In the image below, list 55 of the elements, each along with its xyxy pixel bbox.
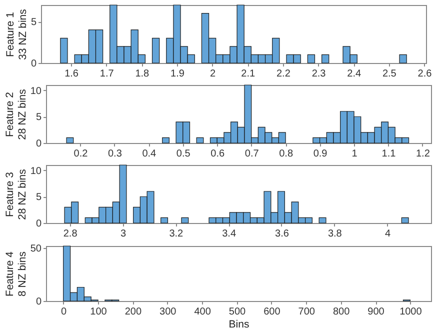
y-tick-label: 0 [36,218,42,230]
x-tick-label: 600 [264,306,281,318]
x-tick-label: 300 [160,306,177,318]
x-tick-label: 0.5 [176,148,191,160]
x-axis-title: Bins [228,318,250,330]
x-tick-label: 500 [228,306,246,318]
x-tick-label: 1.1 [382,148,396,160]
x-tick-label: 1000 [400,306,422,318]
x-tick-label: 3.8 [328,228,342,240]
y-tick-label: 5 [30,17,37,28]
y-tick-label: 10 [30,166,42,177]
y-tick-label: 10 [30,86,42,97]
x-tick-label: 3.6 [275,228,290,240]
y-tick-label: 50 [30,244,42,255]
y-tick-label: 0 [36,296,42,308]
y-axis-title: Feature 4 8 NZ bins [4,251,28,296]
y-axis-title: Feature 2 28 NZ bins [4,89,28,140]
x-tick-label: 2.4 [347,68,362,80]
x-tick-label: 2.3 [312,68,326,80]
x-tick-label: 2.2 [276,68,291,80]
x-tick-label: 1.6 [64,68,79,80]
x-tick-label: 2 [210,68,216,80]
x-tick-label: 0.3 [108,148,122,160]
x-tick-label: 700 [298,306,316,318]
x-tick-label: 3.4 [222,228,236,240]
x-tick-label: 1 [352,148,358,160]
x-tick-label: 2.5 [382,68,397,80]
x-tick-label: 2.8 [63,228,78,240]
x-tick-label: 1.2 [416,148,430,160]
x-tick-label: 0 [61,306,68,318]
x-tick-label: 0.7 [244,148,260,160]
x-tick-label: 0.4 [142,148,157,160]
x-tick-label: 0.6 [210,148,225,160]
x-tick-label: 900 [368,306,385,318]
x-tick-label: 400 [194,306,212,318]
x-tick-label: 3 [120,228,126,240]
y-axis-title: Feature 1 33 NZ bins [4,9,29,60]
x-tick-label: 100 [90,306,108,318]
y-axis-title: Feature 3 28 NZ bins [4,169,28,220]
x-tick-label: 1.9 [170,68,185,80]
x-tick-label: 2.1 [241,68,256,80]
x-tick-label: 0.8 [279,148,294,160]
x-tick-label: 1.7 [100,68,114,80]
x-tick-label: 800 [332,306,350,318]
x-tick-label: 0.9 [313,148,328,160]
x-tick-label: 200 [124,306,142,318]
x-tick-label: 4 [385,228,392,240]
x-tick-label: 0.2 [74,148,88,160]
y-tick-label: 5 [36,192,42,204]
y-tick-label: 0 [30,58,37,70]
y-tick-label: 0 [36,138,42,150]
x-tick-label: 1.8 [135,68,150,80]
x-tick-label: 2.6 [418,68,432,80]
y-tick-label: 5 [36,112,42,124]
x-tick-label: 3.2 [169,228,184,240]
